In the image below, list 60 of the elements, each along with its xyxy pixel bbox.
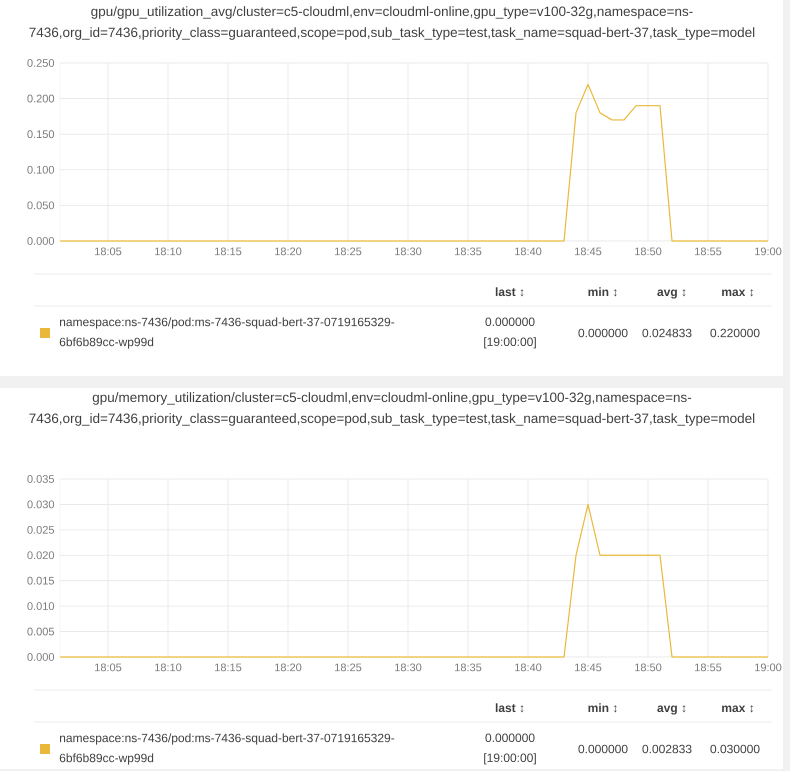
text: avg ↕ <box>657 289 686 299</box>
legend-label: namespace:ns-7436/pod:ms-7436-squad-bert-37-0719165329-6bf6b89cc-wp99d <box>60 733 394 765</box>
x-tick-label: 19:00 <box>755 664 782 672</box>
y-tick-label: 0.050 <box>27 201 54 210</box>
x-tick-label: 18:15 <box>215 247 242 256</box>
x-tick-label: 18:30 <box>395 664 422 672</box>
text: max ↕ <box>722 289 754 296</box>
y-tick-label: 0.250 <box>27 59 54 67</box>
text: last ↕ <box>496 703 524 712</box>
x-tick-label: 18:20 <box>275 664 302 672</box>
y-tick-label: 0.030 <box>27 500 54 508</box>
x-tick-label: 18:35 <box>455 247 482 256</box>
x-tick-label: 18:55 <box>695 247 722 256</box>
x-tick-label: 18:10 <box>155 247 182 256</box>
text: 0.000000 <box>578 744 628 754</box>
text: min ↕ <box>588 703 617 712</box>
x-tick-label: 18:05 <box>95 247 122 256</box>
chart-title: gpu/gpu_utilization_avg/cluster=c5-cloudml,env=cloudml-online,gpu_type=v100-32g,namespace=ns-7436,org_id=7436,priority_class=guaranteed,scope=pod,sub_task_type=test,task_name=squad-bert-37,task_type=model <box>29 6 754 40</box>
x-tick-label: 18:45 <box>575 247 602 256</box>
x-tick-label: 18:30 <box>395 247 422 256</box>
x-tick-label: 18:25 <box>335 664 362 672</box>
y-tick-label: 0.015 <box>27 576 54 585</box>
text: 0.030000 <box>710 744 760 754</box>
x-tick-label: 18:05 <box>95 664 122 672</box>
y-tick-label: 0.020 <box>27 551 54 560</box>
text: last ↕ <box>496 287 524 296</box>
text: min ↕ <box>588 287 617 296</box>
y-tick-label: 0.150 <box>27 130 54 138</box>
text: 0.220000 <box>710 328 760 338</box>
y-tick-label: 0.010 <box>27 602 54 610</box>
x-tick-label: 18:45 <box>575 664 602 672</box>
text: max ↕ <box>722 705 754 712</box>
text: 0.000000 <box>485 734 535 742</box>
y-tick-label: 0.000 <box>27 653 54 661</box>
x-tick-label: 18:10 <box>155 664 182 672</box>
x-tick-label: 18:40 <box>515 664 542 672</box>
text: [19:00:00] <box>484 753 536 764</box>
x-tick-label: 18:50 <box>635 247 662 256</box>
text: 0.024833 <box>642 328 692 338</box>
x-tick-label: 18:15 <box>215 664 242 672</box>
text: avg ↕ <box>657 705 686 715</box>
x-tick-label: 18:35 <box>455 664 482 672</box>
y-tick-label: 0.200 <box>27 94 54 102</box>
x-tick-label: 18:40 <box>515 247 542 256</box>
text: 0.000000 <box>485 318 535 326</box>
text: 0.000000 <box>578 328 628 338</box>
legend-label: namespace:ns-7436/pod:ms-7436-squad-bert-37-0719165329-6bf6b89cc-wp99d <box>60 317 394 349</box>
y-tick-label: 0.005 <box>27 628 54 636</box>
x-tick-label: 18:20 <box>275 247 302 256</box>
x-tick-label: 19:00 <box>755 247 782 256</box>
y-tick-label: 0.000 <box>27 237 54 245</box>
chart-title: gpu/memory_utilization/cluster=c5-cloudml,env=cloudml-online,gpu_type=v100-32g,namespace=ns-7436,org_id=7436,priority_class=guaranteed,scope=pod,sub_task_type=test,task_name=squad-bert-37,task_type=model <box>29 392 754 426</box>
y-tick-label: 0.100 <box>27 166 54 174</box>
x-tick-label: 18:25 <box>335 247 362 256</box>
text: 0.002833 <box>642 744 692 754</box>
x-tick-label: 18:50 <box>635 664 662 672</box>
y-tick-label: 0.035 <box>27 475 54 483</box>
text: [19:00:00] <box>484 337 536 348</box>
x-tick-label: 18:55 <box>695 664 722 672</box>
y-tick-label: 0.025 <box>27 526 54 534</box>
